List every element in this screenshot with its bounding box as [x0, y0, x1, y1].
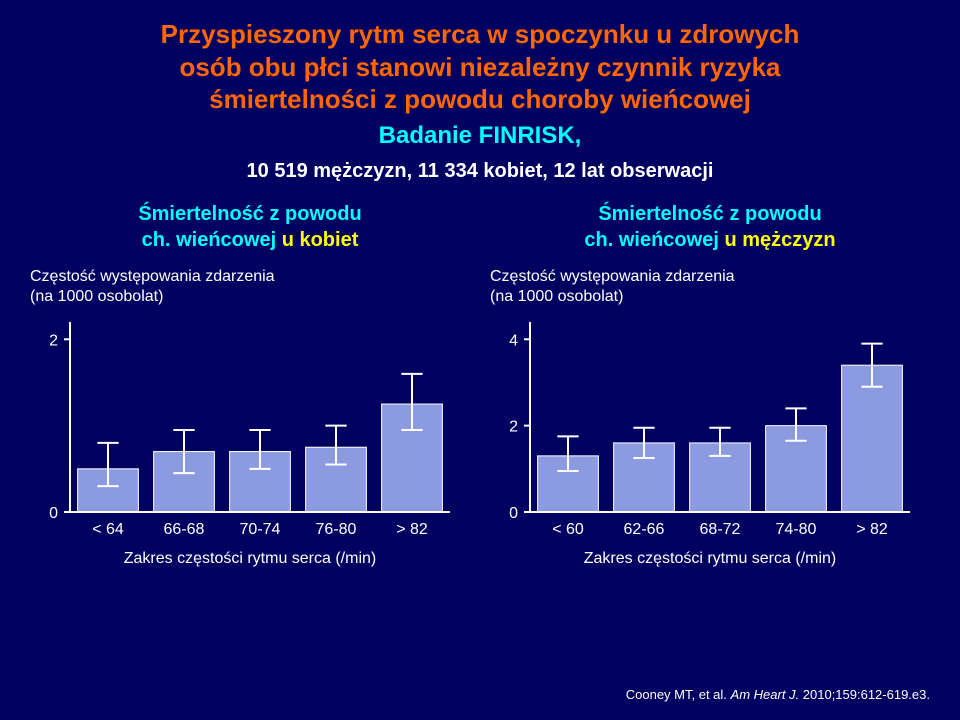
right-header-line1: Śmiertelność z powodu [598, 203, 821, 225]
svg-text:4: 4 [509, 332, 518, 349]
left-ylabel-line1: Częstość występowania zdarzenia [30, 268, 275, 285]
right-ylabel: Częstość występowania zdarzenia (na 1000… [490, 267, 735, 309]
svg-text:0: 0 [49, 505, 58, 522]
citation: Cooney MT, et al. Am Heart J. 2010;159:6… [626, 687, 930, 702]
right-chart: 0 2 4 < 60 62-66 68-72 74-80 > 82 [490, 312, 930, 542]
left-ylabel-line2: (na 1000 osobolat) [30, 288, 163, 305]
right-ylabel-line2: (na 1000 osobolat) [490, 288, 623, 305]
title-line1: Przyspieszony rytm serca w spoczynku u z… [161, 19, 800, 49]
title-line3: śmiertelności z powodu choroby wieńcowej [209, 84, 751, 114]
citation-suffix: 2010;159:612-619.e3. [799, 687, 930, 702]
sample-line: 10 519 mężczyzn, 11 334 kobiet, 12 lat o… [0, 160, 960, 183]
svg-text:66-68: 66-68 [164, 521, 205, 538]
svg-text:< 60: < 60 [552, 521, 584, 538]
svg-text:62-66: 62-66 [624, 521, 665, 538]
left-xlabel: Zakres częstości rytmu serca (/min) [30, 550, 470, 568]
svg-text:> 82: > 82 [856, 521, 888, 538]
left-header: Śmiertelność z powodu ch. wieńcowej u ko… [30, 201, 470, 253]
left-chart: 0 2 < 64 66-68 70-74 76-80 > 82 [30, 312, 470, 542]
svg-text:0: 0 [509, 505, 518, 522]
title-line2: osób obu płci stanowi niezależny czynnik… [179, 52, 780, 82]
right-header-highlight: u mężczyzn [724, 229, 835, 251]
svg-text:2: 2 [49, 332, 58, 349]
subtitle: Badanie FINRISK, [0, 122, 960, 150]
slide: Przyspieszony rytm serca w spoczynku u z… [0, 0, 960, 720]
bar-chart-svg: 0 2 < 64 66-68 70-74 76-80 > 82 [30, 312, 460, 542]
svg-text:70-74: 70-74 [240, 521, 281, 538]
svg-text:< 64: < 64 [92, 521, 124, 538]
right-ylabel-line1: Częstość występowania zdarzenia [490, 268, 735, 285]
citation-prefix: Cooney MT, et al. [626, 687, 731, 702]
right-header-line2-prefix: ch. wieńcowej [584, 229, 724, 251]
citation-journal: Am Heart J. [731, 687, 800, 702]
right-column: Śmiertelność z powodu ch. wieńcowej u mę… [490, 201, 930, 569]
right-xlabel: Zakres częstości rytmu serca (/min) [490, 550, 930, 568]
left-column: Śmiertelność z powodu ch. wieńcowej u ko… [30, 201, 470, 569]
left-header-line2-prefix: ch. wieńcowej [142, 229, 282, 251]
svg-text:76-80: 76-80 [316, 521, 357, 538]
right-header: Śmiertelność z powodu ch. wieńcowej u mę… [490, 201, 930, 253]
svg-text:2: 2 [509, 419, 518, 436]
left-ylabel: Częstość występowania zdarzenia (na 1000… [30, 267, 275, 309]
svg-text:> 82: > 82 [396, 521, 428, 538]
svg-text:68-72: 68-72 [700, 521, 741, 538]
charts-row: Śmiertelność z powodu ch. wieńcowej u ko… [30, 201, 930, 569]
bar-chart-svg: 0 2 4 < 60 62-66 68-72 74-80 > 82 [490, 312, 920, 542]
left-header-line1: Śmiertelność z powodu [138, 203, 361, 225]
slide-title: Przyspieszony rytm serca w spoczynku u z… [0, 0, 960, 116]
left-header-highlight: u kobiet [282, 229, 359, 251]
svg-text:74-80: 74-80 [776, 521, 817, 538]
